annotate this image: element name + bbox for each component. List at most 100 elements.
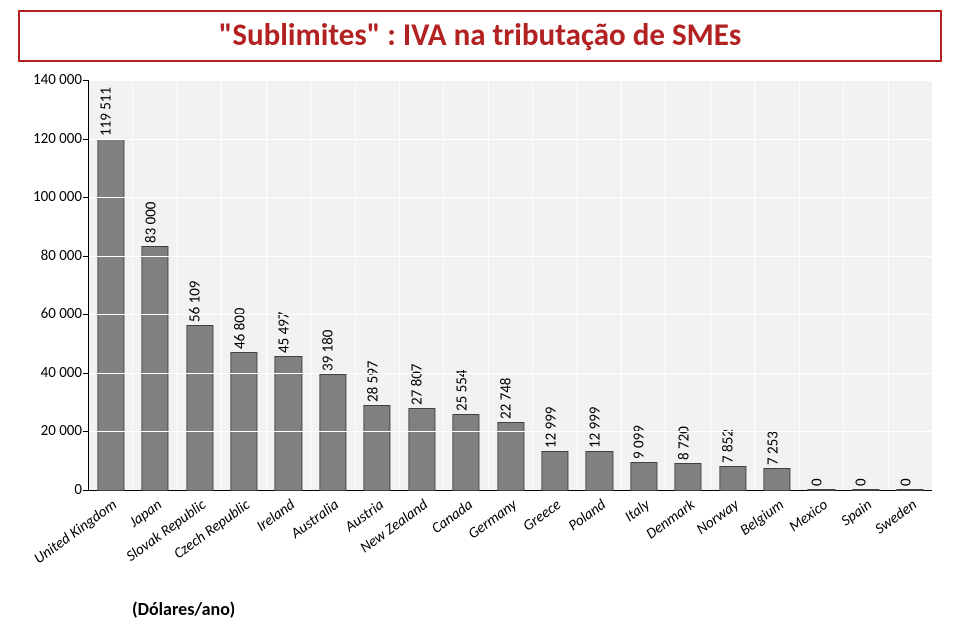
bar-value-label: 56 109 [187, 280, 205, 321]
x-label-slot: Poland [577, 490, 621, 600]
gridline [89, 431, 932, 432]
bar-slot: 56 109 [178, 80, 222, 490]
bar: 22 748 [498, 423, 523, 490]
y-tick-label: 40 000 [41, 364, 82, 382]
x-axis-label: United Kingdom [31, 496, 121, 568]
x-axis-labels: United KingdomJapanSlovak RepublicCzech … [88, 490, 932, 600]
bar: 25 554 [453, 415, 478, 490]
x-label-slot: Australia [310, 490, 354, 600]
y-tick-mark [83, 373, 89, 374]
y-tick-mark [83, 256, 89, 257]
bar-value-label: 12 999 [586, 407, 604, 448]
bar-value-label: 39 180 [320, 330, 338, 371]
bar-slot: 45 497 [267, 80, 311, 490]
gridline [89, 139, 932, 140]
y-tick-label: 60 000 [41, 305, 82, 323]
x-label-slot: New Zealand [399, 490, 443, 600]
bar: 12 999 [542, 452, 567, 490]
y-tick-label: 120 000 [33, 130, 82, 148]
bar-value-label: 25 554 [453, 370, 471, 411]
x-label-slot: Spain [843, 490, 887, 600]
bar-slot: 119 511 [89, 80, 133, 490]
y-tick-mark [83, 314, 89, 315]
y-tick-label: 100 000 [33, 188, 82, 206]
x-axis-label: Spain [838, 496, 876, 530]
bar-slot: 83 000 [133, 80, 177, 490]
x-label-slot: United Kingdom [88, 490, 132, 600]
y-tick-label: 140 000 [33, 71, 82, 89]
bar-slot: 25 554 [444, 80, 488, 490]
gridline [89, 373, 932, 374]
bar-slot: 8 720 [666, 80, 710, 490]
x-axis-label: Italy [622, 496, 654, 526]
y-tick-mark [83, 139, 89, 140]
bar-slot: 39 180 [311, 80, 355, 490]
bar: 39 180 [320, 375, 345, 490]
x-label-slot: Ireland [266, 490, 310, 600]
gridline [89, 314, 932, 315]
x-label-slot: Mexico [799, 490, 843, 600]
x-label-slot: Canada [443, 490, 487, 600]
plot: 0 20 000 40 000 60 000 80 000 100 000 120 000 1… [18, 80, 942, 490]
y-tick-mark [83, 80, 89, 81]
x-label-slot: Italy [621, 490, 665, 600]
bar-slot: 27 807 [400, 80, 444, 490]
bar-slot: 9 099 [622, 80, 666, 490]
title-container: "Sublimites" : IVA na tributação de SMEs [18, 10, 942, 62]
bar: 45 497 [276, 357, 301, 490]
bar: 83 000 [143, 247, 168, 490]
bar-value-label: 7 852 [720, 429, 738, 463]
bar-slot: 46 800 [222, 80, 266, 490]
bar-slot: 0 [800, 80, 844, 490]
bar-slot: 0 [889, 80, 932, 490]
bar-value-label: 28 597 [364, 361, 382, 402]
x-label-slot: Norway [710, 490, 754, 600]
bar-value-label: 119 511 [98, 87, 116, 136]
footnote-label: (Dólares/ano) [132, 598, 235, 620]
x-label-slot: Greece [532, 490, 576, 600]
bar-value-label: 0 [897, 478, 915, 486]
bar: 7 852 [720, 467, 745, 490]
gridline [89, 256, 932, 257]
bar-value-label: 22 748 [497, 378, 515, 419]
bar-slot: 7 253 [755, 80, 799, 490]
y-tick-label: 20 000 [41, 422, 82, 440]
bar: 28 597 [365, 406, 390, 490]
bar-slot: 28 597 [356, 80, 400, 490]
y-tick-mark [83, 431, 89, 432]
slide: "Sublimites" : IVA na tributação de SMEs… [0, 0, 960, 628]
x-label-slot: Belgium [754, 490, 798, 600]
x-label-slot: Sweden [888, 490, 932, 600]
bar-slot: 12 999 [578, 80, 622, 490]
bar: 7 253 [764, 469, 789, 490]
bar-chart: 0 20 000 40 000 60 000 80 000 100 000 120 000 1… [18, 80, 942, 600]
bar-value-label: 27 807 [409, 363, 427, 404]
bar-value-label: 83 000 [142, 202, 160, 243]
gridline [89, 80, 932, 81]
bar-value-label: 0 [853, 478, 871, 486]
bar: 56 109 [187, 326, 212, 490]
bar-value-label: 12 999 [542, 407, 560, 448]
bar: 12 999 [587, 452, 612, 490]
bar: 8 720 [676, 464, 701, 490]
x-label-slot: Germany [488, 490, 532, 600]
bar-value-label: 0 [808, 478, 826, 486]
bar-slot: 12 999 [533, 80, 577, 490]
plot-area: 119 511 83 000 56 109 46 800 45 497 39 180 28 … [88, 80, 932, 491]
y-tick-label: 80 000 [41, 247, 82, 265]
bar-slot: 22 748 [489, 80, 533, 490]
page-title: "Sublimites" : IVA na tributação de SMEs [219, 16, 741, 54]
x-label-slot: Denmark [665, 490, 709, 600]
y-tick-mark [83, 197, 89, 198]
bar-value-label: 45 497 [275, 311, 293, 352]
gridline [89, 197, 932, 198]
bar-value-label: 7 253 [764, 431, 782, 465]
bar: 27 807 [409, 409, 434, 490]
bars-container: 119 511 83 000 56 109 46 800 45 497 39 180 28 … [89, 80, 932, 490]
y-tick-label: 0 [74, 481, 82, 499]
bar: 9 099 [631, 463, 656, 490]
x-label-slot: Czech Republic [221, 490, 265, 600]
bar-slot: 0 [844, 80, 888, 490]
y-axis: 020 00040 00060 00080 000100 000120 0001… [18, 80, 88, 490]
bar-slot: 7 852 [711, 80, 755, 490]
